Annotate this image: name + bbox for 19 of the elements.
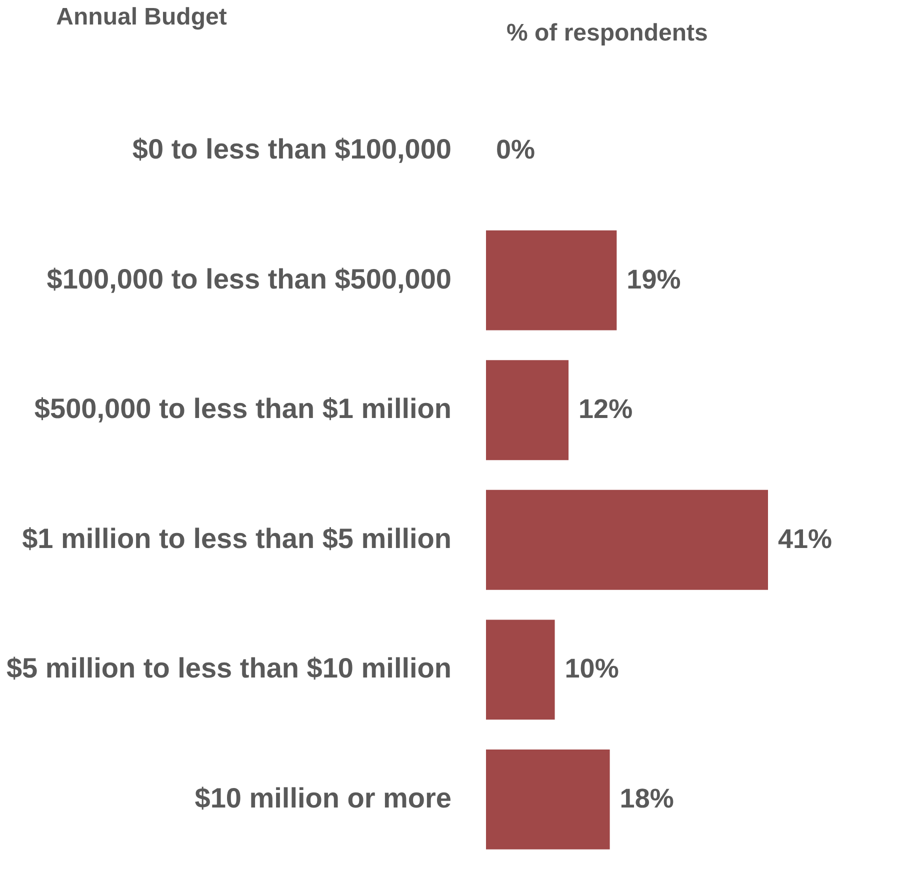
x-axis-title: % of respondents [506,20,708,46]
bar [486,490,768,590]
data-label: 12% [578,394,633,424]
bar [486,620,555,720]
data-label: 41% [778,524,832,554]
bar [486,230,617,330]
y-tick-label: $5 million to less than $10 million [6,652,452,684]
data-label: 19% [626,264,681,294]
y-tick-label: $0 to less than $100,000 [132,134,452,165]
bar [486,360,569,460]
y-tick-label: $1 million to less than $5 million [22,522,452,554]
y-axis-title: Annual Budget [56,4,227,30]
data-label: 0% [496,134,536,165]
y-tick-label: $100,000 to less than $500,000 [46,263,452,294]
bar [486,749,610,850]
data-label: 18% [620,783,674,814]
y-tick-label: $10 million or more [194,782,452,814]
y-tick-label: $500,000 to less than $1 million [34,393,452,424]
data-label: 10% [564,654,619,684]
